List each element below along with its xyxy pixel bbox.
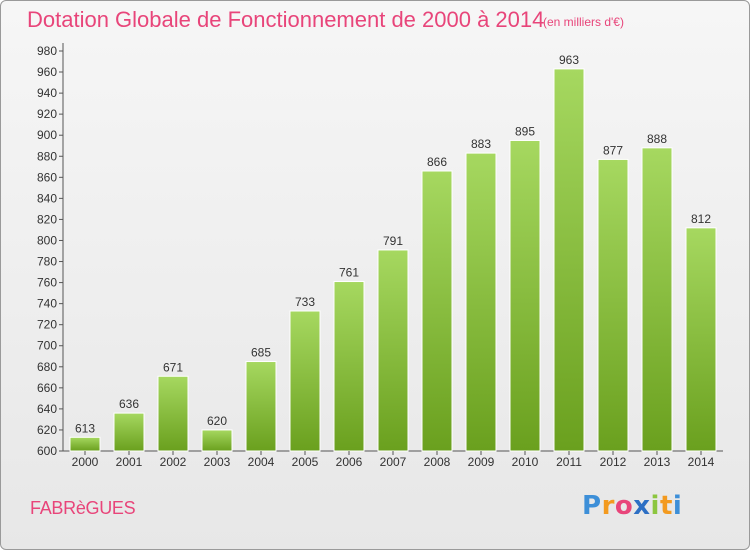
bar: [69, 436, 101, 452]
proxiti-logo: Proxiti: [582, 491, 682, 521]
y-tick-label: 900: [37, 128, 57, 142]
y-tick-label: 720: [37, 318, 57, 332]
bar-value-label: 636: [119, 397, 139, 411]
y-tick-label: 800: [37, 233, 57, 247]
y-tick-label: 680: [37, 360, 57, 374]
y-tick-label: 860: [37, 170, 57, 184]
y-tick-label: 740: [37, 297, 57, 311]
y-tick-label: 760: [37, 276, 57, 290]
logo-letter: P: [582, 491, 602, 521]
bar: [421, 170, 453, 452]
y-tick-label: 700: [37, 339, 57, 353]
bar: [245, 361, 277, 452]
bar-value-label: 620: [207, 414, 227, 428]
logo-letter: r: [601, 491, 615, 521]
commune-name: FABRèGUES: [30, 498, 136, 518]
logo-letter: t: [659, 491, 673, 521]
x-tick-label: 2005: [292, 455, 319, 469]
y-tick-label: 940: [37, 86, 57, 100]
y-tick-label: 840: [37, 191, 57, 205]
chart-title: Dotation Globale de Fonctionnement de 20…: [27, 7, 545, 32]
bar: [289, 310, 321, 452]
logo-letter: i: [672, 491, 683, 521]
y-tick-label: 880: [37, 149, 57, 163]
bar-value-label: 866: [427, 155, 447, 169]
bar: [597, 158, 629, 452]
bar: [201, 429, 233, 452]
x-tick-label: 2002: [160, 455, 187, 469]
logo-letter: i: [650, 491, 660, 521]
bar-value-label: 733: [295, 295, 315, 309]
y-tick-label: 660: [37, 381, 57, 395]
bar-value-label: 685: [251, 346, 271, 360]
y-tick-label: 640: [37, 402, 57, 416]
x-tick-label: 2003: [204, 455, 231, 469]
bar-value-label: 671: [163, 360, 183, 374]
x-tick-label: 2013: [644, 455, 671, 469]
x-tick-label: 2006: [336, 455, 363, 469]
bar-value-label: 613: [75, 421, 95, 435]
bar-value-label: 888: [647, 132, 667, 146]
x-tick-label: 2014: [688, 455, 715, 469]
bar: [685, 227, 717, 452]
bar-value-label: 877: [603, 143, 623, 157]
y-tick-label: 920: [37, 107, 57, 121]
bar-value-label: 963: [559, 53, 579, 67]
bar: [641, 147, 673, 452]
logo-letter: x: [633, 491, 651, 521]
logo-letter: o: [614, 491, 634, 521]
x-tick-label: 2001: [116, 455, 143, 469]
x-tick-label: 2000: [72, 455, 99, 469]
bar-value-label: 883: [471, 137, 491, 151]
bar: [465, 152, 497, 452]
x-tick-label: 2008: [424, 455, 451, 469]
bar: [113, 412, 145, 452]
bar-value-label: 761: [339, 266, 359, 280]
bar-value-label: 812: [691, 212, 711, 226]
y-tick-label: 780: [37, 255, 57, 269]
y-tick-label: 600: [37, 444, 57, 458]
bar: [509, 139, 541, 452]
y-tick-label: 820: [37, 212, 57, 226]
x-tick-label: 2011: [556, 455, 582, 469]
x-tick-label: 2010: [512, 455, 539, 469]
bar-value-label: 791: [383, 234, 403, 248]
x-tick-label: 2012: [600, 455, 627, 469]
y-tick-label: 960: [37, 65, 57, 79]
bar: [377, 249, 409, 452]
chart-subtitle: (en milliers d'€): [543, 15, 624, 29]
x-tick-label: 2007: [380, 455, 407, 469]
x-tick-label: 2009: [468, 455, 495, 469]
bar: [157, 375, 189, 452]
y-tick-label: 620: [37, 423, 57, 437]
x-tick-label: 2004: [248, 455, 275, 469]
y-tick-label: 980: [37, 44, 57, 58]
bar: [553, 68, 585, 452]
bar-value-label: 895: [515, 124, 535, 138]
bar: [333, 281, 365, 452]
